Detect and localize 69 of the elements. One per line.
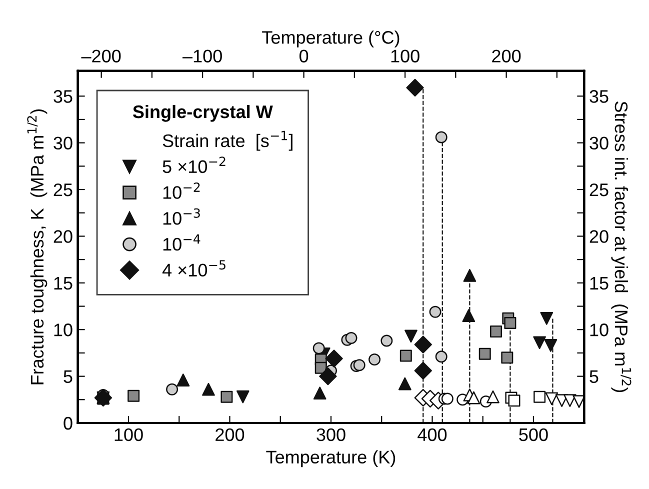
x2-tick-label: –200 [81, 50, 121, 62]
point [236, 390, 250, 404]
point [490, 325, 502, 338]
point [176, 374, 190, 386]
y-tick-label: 35 [54, 90, 72, 103]
point [400, 350, 412, 362]
point [414, 336, 432, 354]
y-tick-label: 10 [54, 324, 72, 336]
point [533, 336, 546, 350]
point [398, 377, 412, 390]
point [220, 390, 233, 403]
point [501, 352, 514, 364]
point [166, 383, 178, 396]
point [429, 306, 442, 318]
point [404, 330, 418, 343]
legend-label: 10$^{−2}$ [163, 182, 200, 199]
y-tick-label: 25 [54, 183, 72, 196]
y2-tick-label: 15 [590, 277, 608, 290]
text: Strain rate [s$^{−1}$] [162, 130, 292, 151]
y2-tick-label: 30 [590, 136, 608, 150]
y2-tick-label: 5 [590, 370, 598, 384]
y2-tick-label: 35 [590, 90, 608, 103]
legend-label: 10$^{−3}$ [163, 208, 200, 225]
x-tick-label: 400 [418, 428, 447, 442]
x-tick-label: 300 [316, 428, 346, 442]
point [463, 268, 476, 282]
point [435, 350, 448, 363]
y2-axis-title: Stress int. factor at yield (MPa m$^{1/2}$) [611, 102, 632, 392]
point [380, 334, 393, 347]
x-tick-label: 500 [519, 428, 548, 442]
x-tick-label: 100 [114, 428, 143, 442]
point [540, 312, 554, 325]
legend-label: 5 ×10$^{−2}$ [162, 156, 226, 174]
point [462, 309, 476, 322]
x-axis-title: Temperature (K) [266, 450, 396, 468]
point [478, 348, 491, 360]
legend-label: 10$^{−4}$ [163, 234, 200, 251]
point [368, 353, 381, 366]
y-axis-title: Fracture toughness, K (MPa m$^{1/2}$) [27, 109, 48, 384]
y2-tick-label: 20 [590, 230, 608, 243]
point [325, 350, 343, 368]
point [544, 339, 558, 352]
y2-tick-label: 25 [590, 183, 608, 196]
x2-tick-label: 0 [299, 50, 308, 62]
point [353, 359, 366, 372]
x-tick-label: 200 [216, 428, 244, 442]
text: Single-crystal W [132, 104, 273, 122]
y-tick-label: 30 [54, 136, 72, 150]
x2-axis-title: Temperature (°C) [262, 30, 400, 48]
point [94, 388, 112, 407]
y-tick-label: 5 [64, 370, 72, 384]
y-tick-label: 0 [64, 416, 72, 430]
x2-tick-label: –100 [182, 50, 222, 62]
y-tick-label: 15 [54, 277, 72, 290]
point [313, 386, 326, 400]
y-tick-label: 20 [54, 230, 72, 243]
point [406, 78, 424, 97]
point [312, 342, 325, 354]
y2-tick-label: 10 [590, 324, 608, 336]
point [435, 131, 448, 144]
x2-tick-label: 200 [492, 50, 521, 62]
point [345, 332, 358, 344]
point [319, 367, 337, 386]
legend-label: 4 ×10$^{−5}$ [162, 260, 226, 277]
point [128, 390, 140, 402]
point [504, 317, 516, 330]
point [202, 382, 215, 396]
point [414, 362, 432, 380]
x2-tick-label: 100 [391, 50, 420, 62]
